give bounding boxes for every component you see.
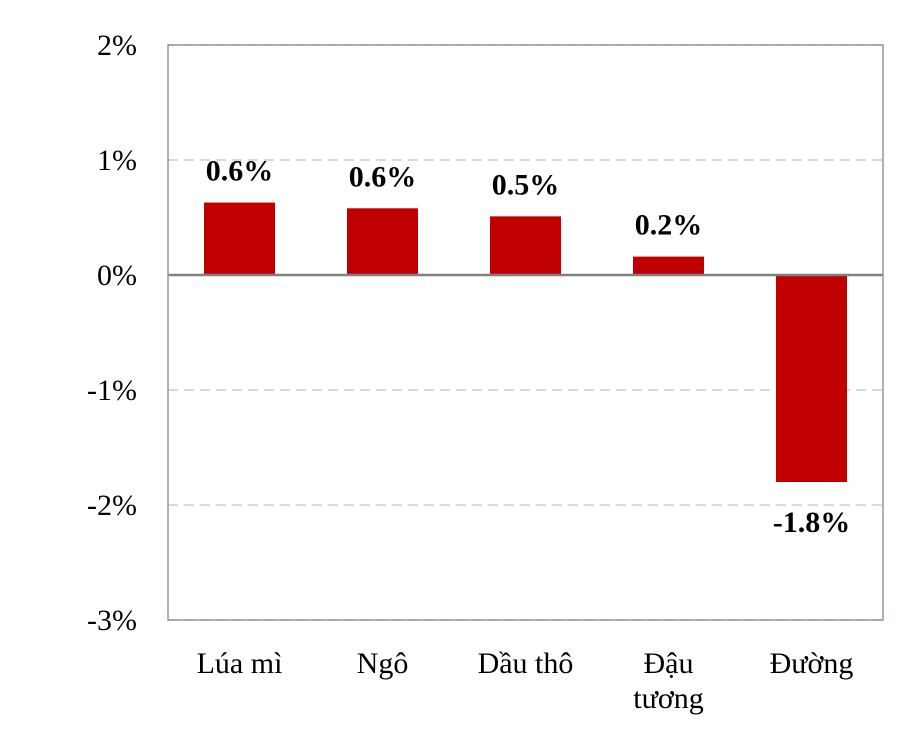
x-tick-label: Đường [770,647,854,680]
axes [167,44,884,621]
labels: 2% 1% -1% -2% -3% 0% 0.6% Lúa mì 0.6% Ngô 0.5% Dầu … [87,29,853,715]
x-tick-label: Ngô [357,647,409,680]
data-label: 0.2% [635,209,703,242]
y-tick-label: -3% [87,604,137,637]
y-tick-label: 1% [97,144,137,177]
bars [204,202,847,482]
bar [490,216,561,275]
y-tick-label: -1% [87,374,137,407]
bar [633,256,704,275]
bar [776,275,847,482]
x-tick-label: Lúa mì [197,647,283,680]
plot-frame [167,44,884,621]
x-tick-label: Dầu thô [478,647,574,680]
data-label: 0.6% [206,155,274,188]
y-tick-label: 2% [97,29,137,62]
data-label: 0.6% [349,160,417,193]
y-tick-label: 0% [97,259,137,292]
data-label: 0.5% [492,168,560,201]
bar [347,208,418,275]
x-tick-label: Đậu tương [633,647,703,715]
bar [204,202,275,275]
data-label: -1.8% [773,506,851,539]
y-tick-label: -2% [87,489,137,522]
